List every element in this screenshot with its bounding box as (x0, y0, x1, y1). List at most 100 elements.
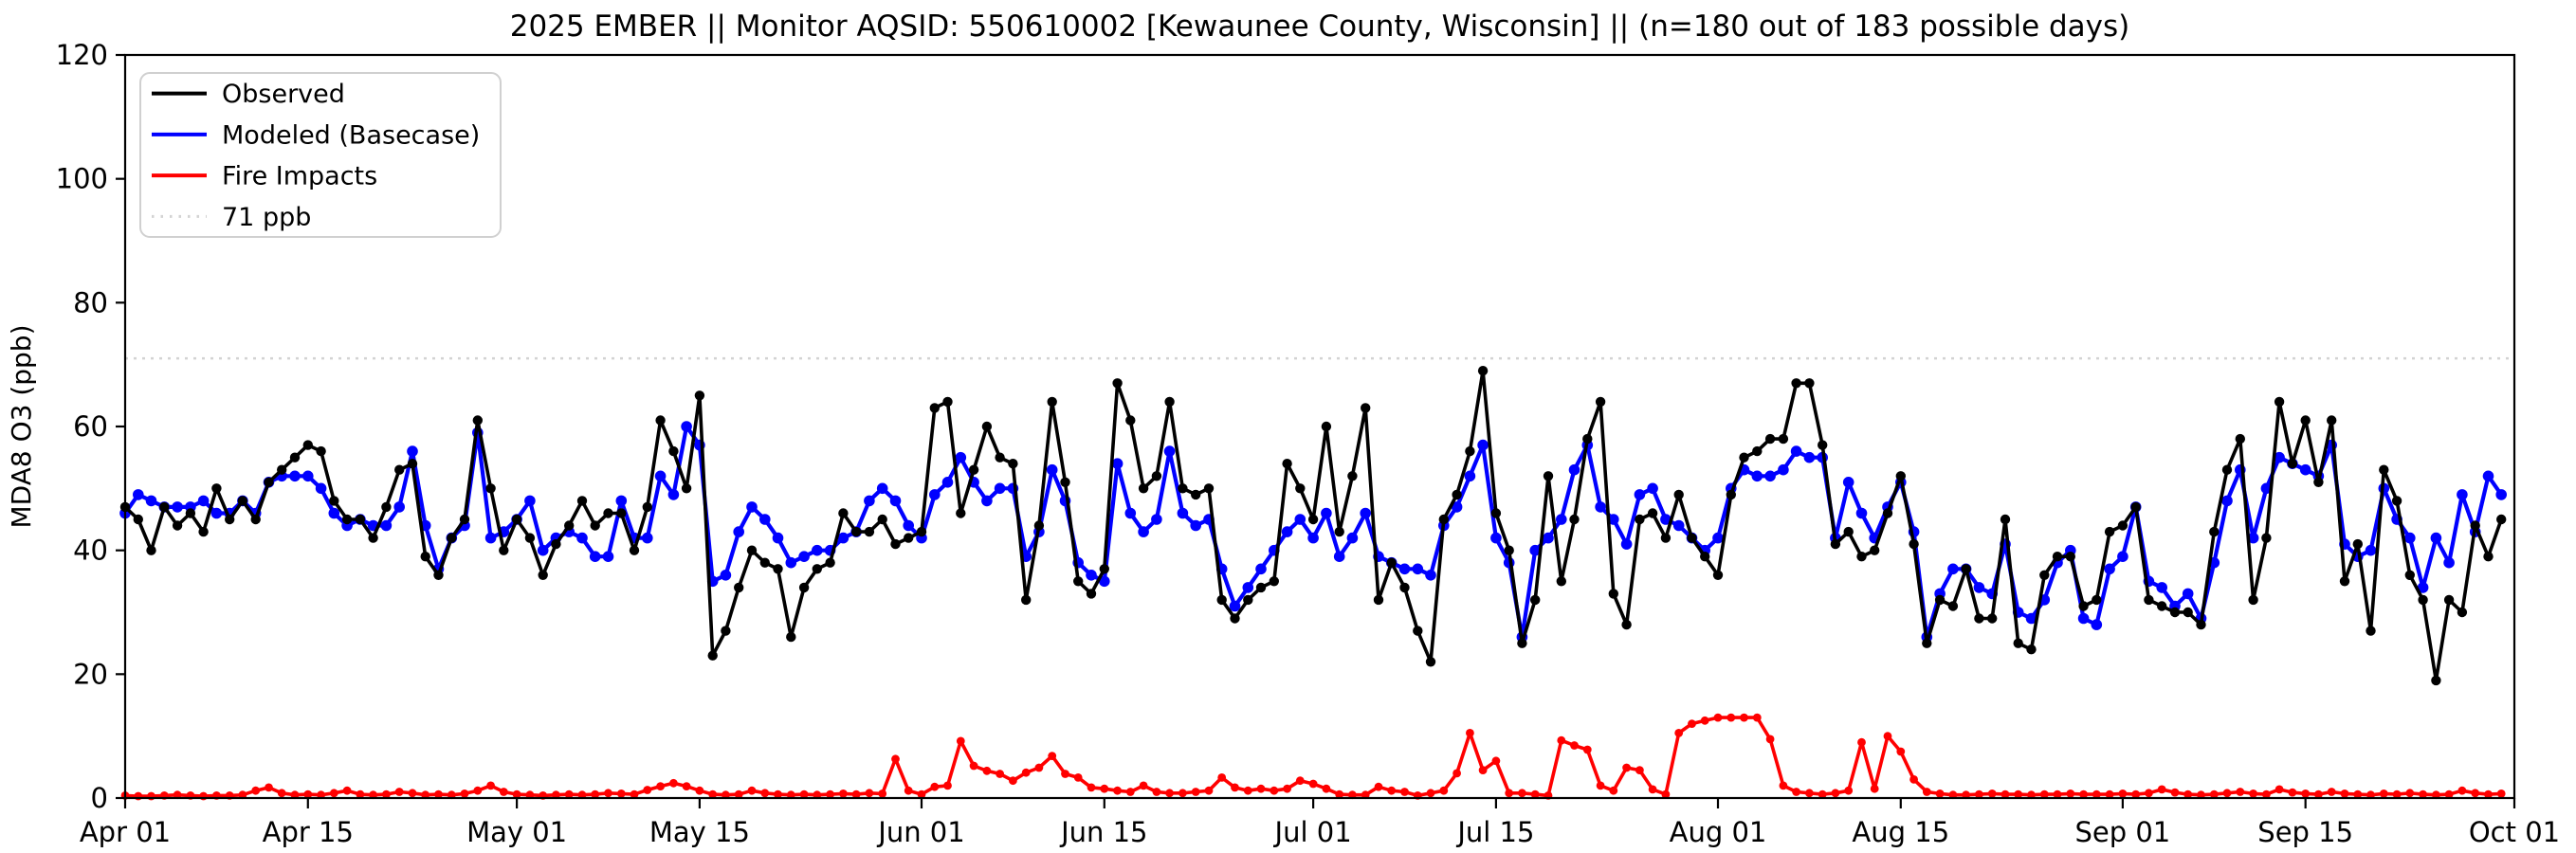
data-point (1307, 532, 1319, 544)
data-point (1466, 729, 1474, 737)
data-point (590, 520, 600, 531)
data-point (499, 545, 509, 555)
data-point (159, 501, 170, 513)
y-tick-label: 100 (56, 163, 108, 195)
data-point (1490, 508, 1502, 518)
data-point (1608, 589, 1619, 599)
data-point (681, 421, 692, 432)
data-point (1438, 514, 1450, 525)
data-point (1322, 784, 1331, 793)
data-point (1073, 576, 1084, 587)
data-point (2379, 464, 2389, 475)
data-point (1281, 526, 1293, 537)
data-point (1255, 582, 1267, 593)
data-point (1308, 779, 1318, 789)
data-point (369, 790, 377, 800)
data-point (1464, 470, 1476, 482)
data-point (316, 445, 326, 457)
data-point (173, 790, 182, 800)
data-point (1099, 564, 1110, 574)
data-point (1700, 552, 1710, 562)
data-point (2443, 594, 2455, 606)
data-point (1125, 788, 1135, 796)
data-point (759, 557, 770, 568)
data-point (197, 495, 210, 507)
legend-label: 71 ppb (222, 203, 311, 232)
data-point (1334, 526, 1344, 537)
data-point (2077, 612, 2090, 625)
data-point (1164, 396, 1175, 408)
data-point (2117, 551, 2128, 562)
data-point (2130, 501, 2141, 513)
data-point (2431, 675, 2441, 686)
data-point (1505, 789, 1514, 798)
data-point (1203, 483, 1215, 494)
x-tick-label: Jun 15 (1059, 816, 1147, 848)
data-point (825, 557, 835, 568)
data-point (2470, 520, 2480, 531)
y-tick-label: 20 (73, 658, 108, 690)
data-point (2157, 785, 2166, 794)
data-point (891, 754, 900, 764)
data-point (2496, 514, 2507, 525)
data-point (1947, 601, 1959, 611)
data-point (2104, 526, 2115, 537)
data-point (616, 789, 626, 798)
data-point (2391, 496, 2402, 506)
data-point (798, 551, 810, 562)
data-point (2026, 644, 2037, 655)
data-point (904, 786, 913, 795)
data-point (2052, 552, 2063, 562)
data-point (1386, 557, 1397, 568)
data-point (904, 533, 914, 543)
series-fire-impacts (120, 713, 2506, 801)
legend-label: Observed (222, 80, 345, 109)
data-point (576, 532, 588, 544)
data-point (1739, 452, 1749, 463)
data-point (302, 440, 313, 450)
data-point (1491, 756, 1501, 766)
data-point (459, 514, 470, 525)
data-point (2432, 790, 2440, 800)
data-point (1321, 507, 1332, 519)
data-point (772, 532, 784, 544)
data-point (2183, 789, 2193, 799)
data-point (303, 789, 313, 799)
data-point (1712, 570, 1724, 580)
data-point (2209, 526, 2220, 537)
legend: Observed Modeled (Basecase) Fire Impacts 71… (139, 72, 502, 238)
data-point (889, 495, 902, 507)
data-point (1961, 564, 1971, 574)
data-point (1373, 594, 1384, 606)
chart-title: 2025 EMBER || Monitor AQSID: 550610002 [… (510, 9, 2130, 44)
data-point (1687, 533, 1697, 543)
data-point (929, 403, 940, 413)
data-point (747, 786, 757, 795)
data-point (524, 495, 536, 507)
data-point (1163, 445, 1176, 457)
data-point (1870, 545, 1880, 555)
data-point (1751, 470, 1763, 482)
data-point (421, 790, 430, 800)
data-point (2053, 789, 2062, 799)
data-point (1243, 594, 1253, 606)
data-point (576, 496, 588, 506)
data-point (2092, 789, 2101, 799)
data-point (864, 495, 875, 507)
data-point (512, 789, 521, 799)
data-point (1138, 483, 1149, 494)
data-point (407, 459, 418, 469)
data-point (447, 790, 456, 800)
data-point (1477, 439, 1489, 451)
data-point (785, 556, 797, 569)
data-point (551, 538, 561, 550)
data-point (1713, 713, 1723, 722)
data-point (1099, 575, 1110, 588)
data-point (1778, 433, 1789, 445)
data-point (1595, 501, 1606, 513)
data-point (1712, 532, 1724, 544)
data-point (1178, 483, 1188, 494)
data-point (916, 526, 927, 537)
legend-box (139, 72, 502, 238)
data-point (981, 421, 993, 432)
